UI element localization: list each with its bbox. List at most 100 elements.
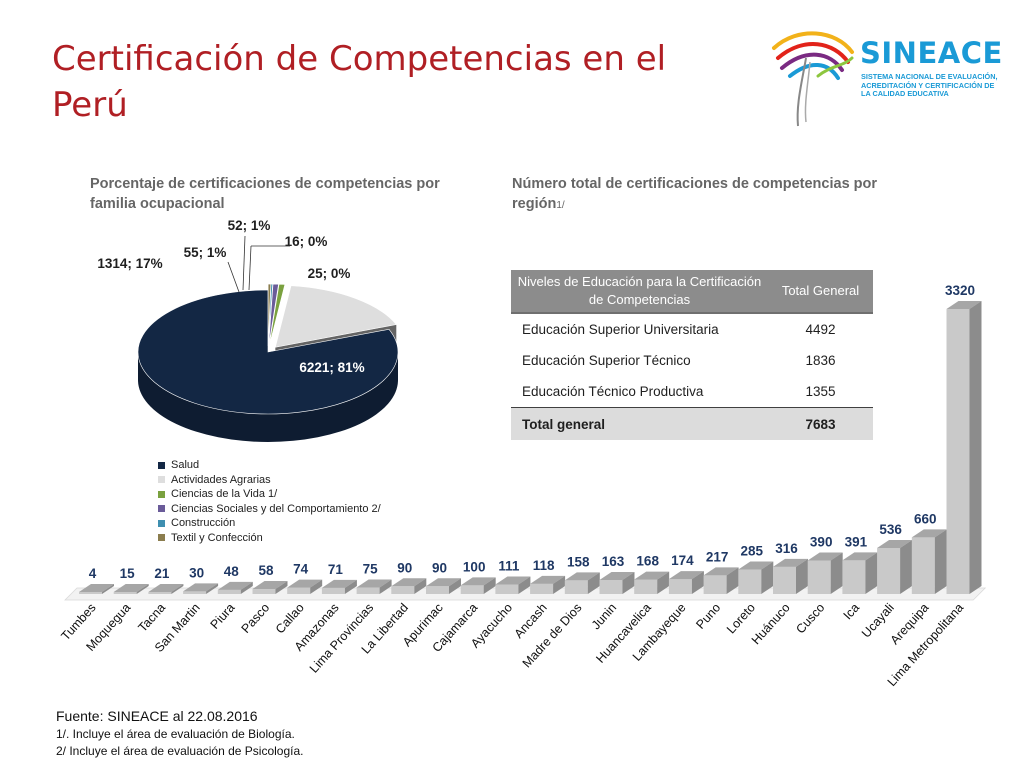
legend-label: Actividades Agrarias: [171, 473, 271, 486]
bar-side: [240, 581, 253, 594]
bar-value-label: 21: [154, 566, 170, 581]
bar-top: [530, 575, 566, 584]
sineace-logo: SINEACE SISTEMA NACIONAL DE EVALUACIÓN, …: [768, 22, 1002, 132]
table-total-label: Total general: [511, 407, 768, 440]
bar-value-label: 111: [498, 558, 520, 573]
pie-slice: [137, 289, 399, 415]
legend-item: Salud: [158, 458, 381, 473]
bar-value-label: 71: [328, 562, 344, 577]
bar-side: [171, 584, 184, 594]
pie-slice: [268, 283, 279, 347]
bar-side: [310, 579, 323, 594]
table-cell-label: Educación Superior Técnico: [522, 353, 691, 368]
table-cell-label: Educación Técnico Productiva: [522, 384, 704, 399]
bar-value-label: 390: [810, 535, 833, 550]
table-header-row: Niveles de Educación para la Certificaci…: [511, 270, 873, 314]
bar-front: [564, 580, 588, 594]
bar-value-label: 90: [432, 560, 447, 575]
bar-top: [460, 577, 496, 586]
bar-top: [911, 529, 947, 538]
bar-side: [691, 571, 704, 594]
bar-top: [79, 584, 114, 592]
bar-value-label: 100: [463, 559, 486, 574]
legend-label: Ciencias Sociales y del Comportamiento 2…: [171, 502, 381, 515]
bar-top: [356, 579, 392, 588]
bar-top: [564, 572, 600, 581]
bar-front: [460, 585, 484, 594]
logo-name: SINEACE: [860, 36, 1003, 70]
pie-data-label: 16; 0%: [285, 234, 328, 249]
bar-front: [495, 584, 519, 594]
bar-front: [807, 560, 831, 594]
legend-label: Ciencias de la Vida 1/: [171, 488, 278, 500]
table-cell-value: 4492: [805, 322, 836, 337]
bar-top: [634, 571, 670, 580]
bar-front: [356, 587, 380, 594]
bar-side: [344, 579, 357, 594]
legend-item: Ciencias Sociales y del Comportamiento 2…: [158, 502, 381, 517]
bar-top: [738, 561, 774, 570]
bar-value-label: 30: [189, 565, 204, 580]
bar-front: [530, 583, 554, 594]
bar-top: [668, 571, 704, 580]
table-cell-value: 1355: [805, 384, 836, 399]
bar-value-label: 536: [879, 522, 902, 537]
bar-value-label: 168: [636, 554, 659, 569]
bar-side: [969, 301, 982, 594]
pie-chart-caption: Porcentaje de certificaciones de compete…: [90, 176, 440, 212]
slide-title: Certificación de Competencias en el Perú: [52, 39, 667, 125]
bar-front: [703, 575, 727, 594]
pie-leader-line: [227, 261, 240, 293]
bar-top: [287, 579, 323, 588]
legend-item: Construcción: [158, 516, 381, 531]
bar-value-label: 285: [741, 544, 764, 559]
bar-top: [946, 301, 982, 309]
table-header-level: Niveles de Educación para la Certificaci…: [511, 270, 768, 314]
bar-top: [148, 584, 184, 592]
bar-front: [668, 579, 692, 594]
bar-value-label: 3320: [945, 283, 975, 298]
legend-swatch: [158, 476, 165, 484]
bar-value-label: 163: [602, 554, 625, 569]
bar-side: [830, 552, 843, 594]
bar-value-label: 217: [706, 549, 729, 564]
bar-top: [877, 539, 913, 548]
bar-side: [796, 558, 808, 594]
bar-front: [738, 569, 762, 594]
bar-front: [217, 589, 241, 594]
pie-data-label: 55; 1%: [184, 245, 227, 260]
bar-side: [726, 567, 739, 594]
pie-leader-line: [242, 235, 246, 291]
bar-side: [379, 579, 392, 594]
bar-front: [773, 566, 796, 594]
bar-top: [599, 572, 635, 581]
bar-value-label: 158: [567, 554, 590, 569]
legend-swatch: [158, 461, 165, 469]
bar-top: [773, 558, 808, 567]
legend-label: Construcción: [171, 517, 236, 529]
bar-side: [865, 552, 878, 594]
education-level-table: Niveles de Educación para la Certificaci…: [511, 270, 873, 440]
bar-side: [622, 572, 635, 594]
footnotes: Fuente: SINEACE al 22.08.2016 1/. Incluy…: [56, 707, 304, 760]
source-note: Fuente: SINEACE al 22.08.2016: [56, 708, 258, 724]
bar-side: [553, 575, 566, 594]
bar-top: [217, 581, 253, 590]
bar-top: [495, 576, 531, 585]
bar-value-label: 74: [293, 562, 309, 577]
bar-category-label: Tacna: [135, 601, 168, 635]
footnote-2: 2/ Incluye el área de evaluación de Psic…: [56, 744, 304, 758]
bar-side: [761, 561, 774, 594]
bar-front: [183, 591, 207, 594]
table-row: Educación Superior Técnico 1836: [511, 345, 873, 376]
bar-front: [911, 537, 935, 594]
legend-label: Textil y Confección: [171, 531, 263, 544]
pie-data-label: 1314; 17%: [97, 256, 162, 271]
bar-value-label: 75: [363, 562, 379, 577]
table-header-total: Total General: [768, 270, 873, 314]
bar-front: [946, 309, 970, 594]
legend-swatch: [158, 519, 165, 527]
bar-front: [113, 592, 137, 594]
pie-data-label: 25; 0%: [308, 266, 351, 281]
